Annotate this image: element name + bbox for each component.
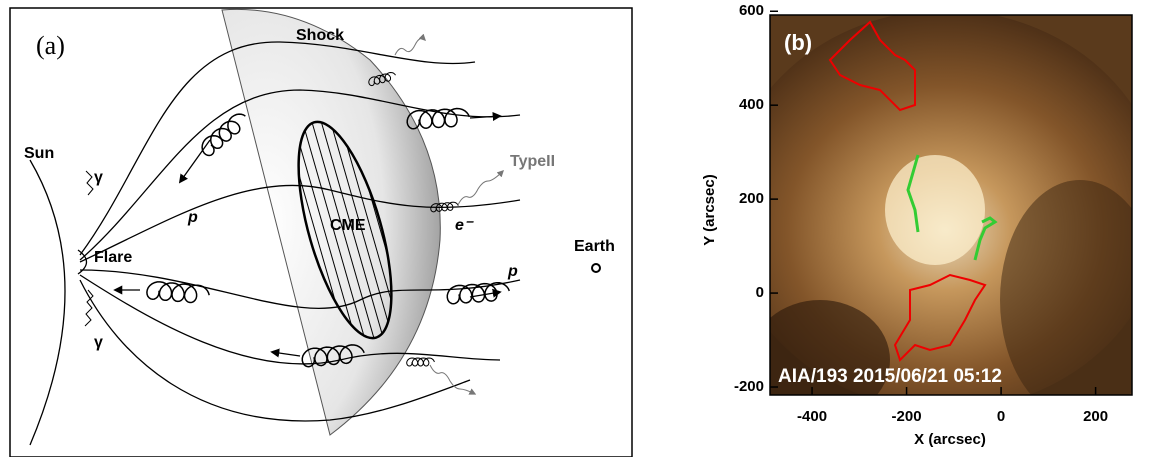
y-axis-label: Y (arcsec) <box>701 174 718 245</box>
x-axis-label: X (arcsec) <box>914 431 986 448</box>
y-tick-label: 200 <box>739 190 764 207</box>
panel-a: (a) Shock Sun γ γ Flare p p CME TypeII e… <box>10 8 632 457</box>
panel-b: -400 -200 0 200 600 400 200 0 -200 (b) AIA/193 2… <box>701 2 1156 448</box>
image-caption: AIA/193 2015/06/21 05:12 <box>778 366 1002 387</box>
cme-label: CME <box>330 217 366 234</box>
x-tick-label: -400 <box>797 408 827 425</box>
panel-label: (b) <box>784 30 812 55</box>
proton-label: p <box>187 209 198 226</box>
earth-label: Earth <box>574 238 615 255</box>
sun-label: Sun <box>24 145 54 162</box>
y-tick-label: -200 <box>734 378 764 395</box>
shock-label: Shock <box>296 27 344 44</box>
proton-label: p <box>507 263 518 280</box>
y-tick-label: 600 <box>739 2 764 19</box>
y-tick-label: 400 <box>739 96 764 113</box>
panel-label: (a) <box>36 31 65 60</box>
gamma-label: γ <box>94 169 103 186</box>
x-tick-label: 0 <box>997 408 1005 425</box>
aia-image <box>725 10 1156 420</box>
type-ii-label: TypeII <box>510 153 555 170</box>
flare-label: Flare <box>94 249 132 266</box>
gamma-label: γ <box>94 334 103 351</box>
electron-label: e⁻ <box>455 217 474 234</box>
y-tick-label: 0 <box>756 284 764 301</box>
x-tick-label: 200 <box>1083 408 1108 425</box>
figure: (a) Shock Sun γ γ Flare p p CME TypeII e… <box>0 0 1156 457</box>
x-tick-label: -200 <box>892 408 922 425</box>
